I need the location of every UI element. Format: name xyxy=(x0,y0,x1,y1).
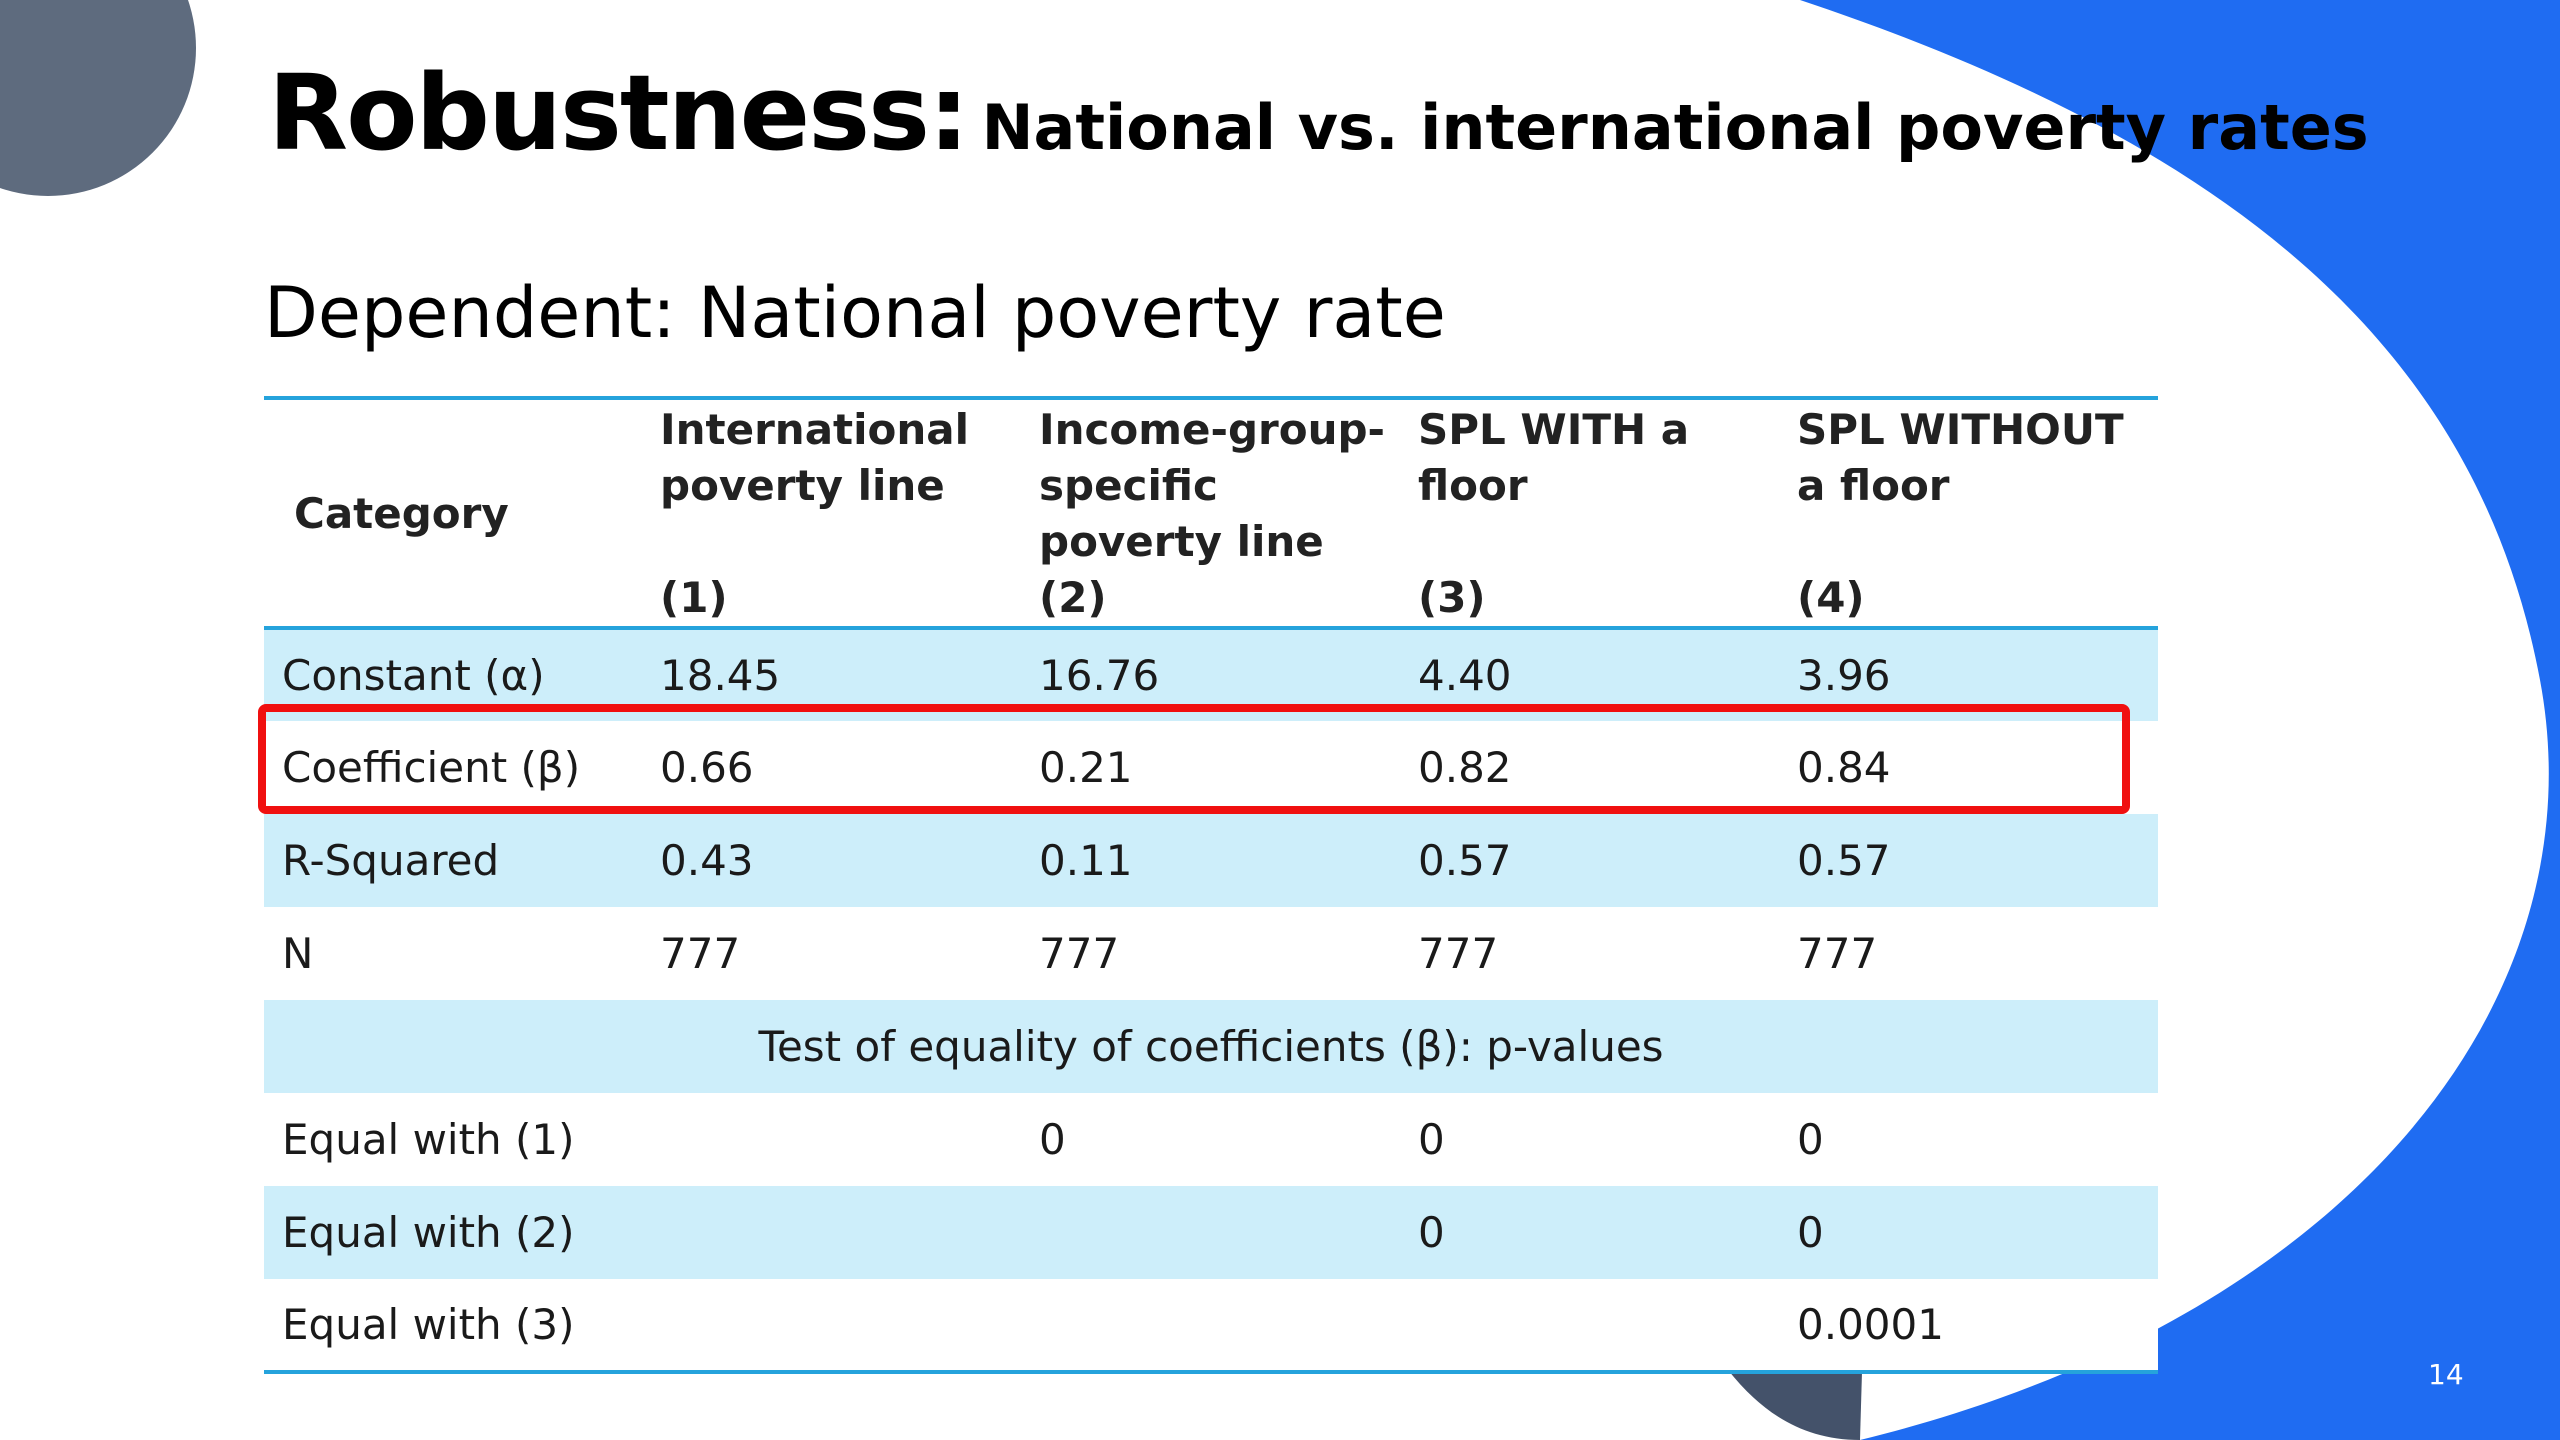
row-label: Equal with (2) xyxy=(282,1208,575,1257)
slide-title: Robustness: National vs. international po… xyxy=(268,52,2369,174)
slate-bottom-shape xyxy=(1728,1370,1862,1440)
cell: 0.43 xyxy=(660,836,754,885)
row-label: N xyxy=(282,929,314,978)
test-header: Test of equality of coefficients (β): p-… xyxy=(758,1022,1664,1071)
table-row-n: N 777 777 777 777 xyxy=(264,907,2158,1000)
table-row-test-header: Test of equality of coefficients (β): p-… xyxy=(264,1000,2158,1093)
cell xyxy=(642,1186,1021,1279)
slide-subtitle: Dependent: National poverty rate xyxy=(264,272,1446,354)
table-row-coefficient: Coefficient (β) 0.66 0.21 0.82 0.84 xyxy=(264,721,2158,814)
cell: 0 xyxy=(1797,1115,1824,1164)
table-row-rsquared: R-Squared 0.43 0.11 0.57 0.57 xyxy=(264,814,2158,907)
header-category: Category xyxy=(294,489,509,538)
cell: 16.76 xyxy=(1039,651,1160,700)
table-row-equal-2: Equal with (2) 0 0 xyxy=(264,1186,2158,1279)
table-row-equal-3: Equal with (3) 0.0001 xyxy=(264,1279,2158,1372)
cell xyxy=(1021,1186,1400,1279)
slate-circle-shape xyxy=(0,0,196,196)
row-label: Coefficient (β) xyxy=(282,743,581,792)
highlight-box xyxy=(258,704,2130,814)
cell xyxy=(642,1279,1021,1372)
blue-panel-shape xyxy=(1800,0,2560,1440)
cell: 0.66 xyxy=(660,743,754,792)
header-col-3: SPL WITH a floor (3) xyxy=(1418,405,1690,622)
cell xyxy=(642,1093,1021,1186)
cell xyxy=(1400,1279,1779,1372)
cell: 777 xyxy=(1797,929,1878,978)
cell: 0.21 xyxy=(1039,743,1133,792)
header-col-4: SPL WITHOUT a floor (4) xyxy=(1797,405,2124,622)
cell: 18.45 xyxy=(660,651,781,700)
table-header-row: Category International poverty line (1) I… xyxy=(264,398,2158,628)
page-number: 14 xyxy=(2428,1358,2464,1391)
cell: 0.57 xyxy=(1418,836,1512,885)
cell: 0.11 xyxy=(1039,836,1133,885)
results-table: Category International poverty line (1) I… xyxy=(264,396,2158,1374)
cell: 0.57 xyxy=(1797,836,1891,885)
cell: 0 xyxy=(1797,1208,1824,1257)
table-row-equal-1: Equal with (1) 0 0 0 xyxy=(264,1093,2158,1186)
row-label: Equal with (3) xyxy=(282,1300,575,1349)
row-label: Constant (α) xyxy=(282,651,545,700)
cell: 0 xyxy=(1418,1115,1445,1164)
cell: 3.96 xyxy=(1797,651,1891,700)
cell: 0.84 xyxy=(1797,743,1891,792)
title-main: Robustness: xyxy=(268,52,970,174)
header-col-1: International poverty line (1) xyxy=(660,405,970,622)
cell: 0.0001 xyxy=(1797,1300,1944,1349)
cell: 0 xyxy=(1418,1208,1445,1257)
row-label: R-Squared xyxy=(282,836,500,885)
row-label: Equal with (1) xyxy=(282,1115,575,1164)
cell: 4.40 xyxy=(1418,651,1512,700)
header-col-2: Income-group-specific poverty line (2) xyxy=(1039,405,1385,622)
cell: 0 xyxy=(1039,1115,1066,1164)
title-sub: National vs. international poverty rates xyxy=(981,91,2369,164)
cell: 777 xyxy=(660,929,741,978)
cell xyxy=(1021,1279,1400,1372)
cell: 777 xyxy=(1418,929,1499,978)
cell: 0.82 xyxy=(1418,743,1512,792)
cell: 777 xyxy=(1039,929,1120,978)
